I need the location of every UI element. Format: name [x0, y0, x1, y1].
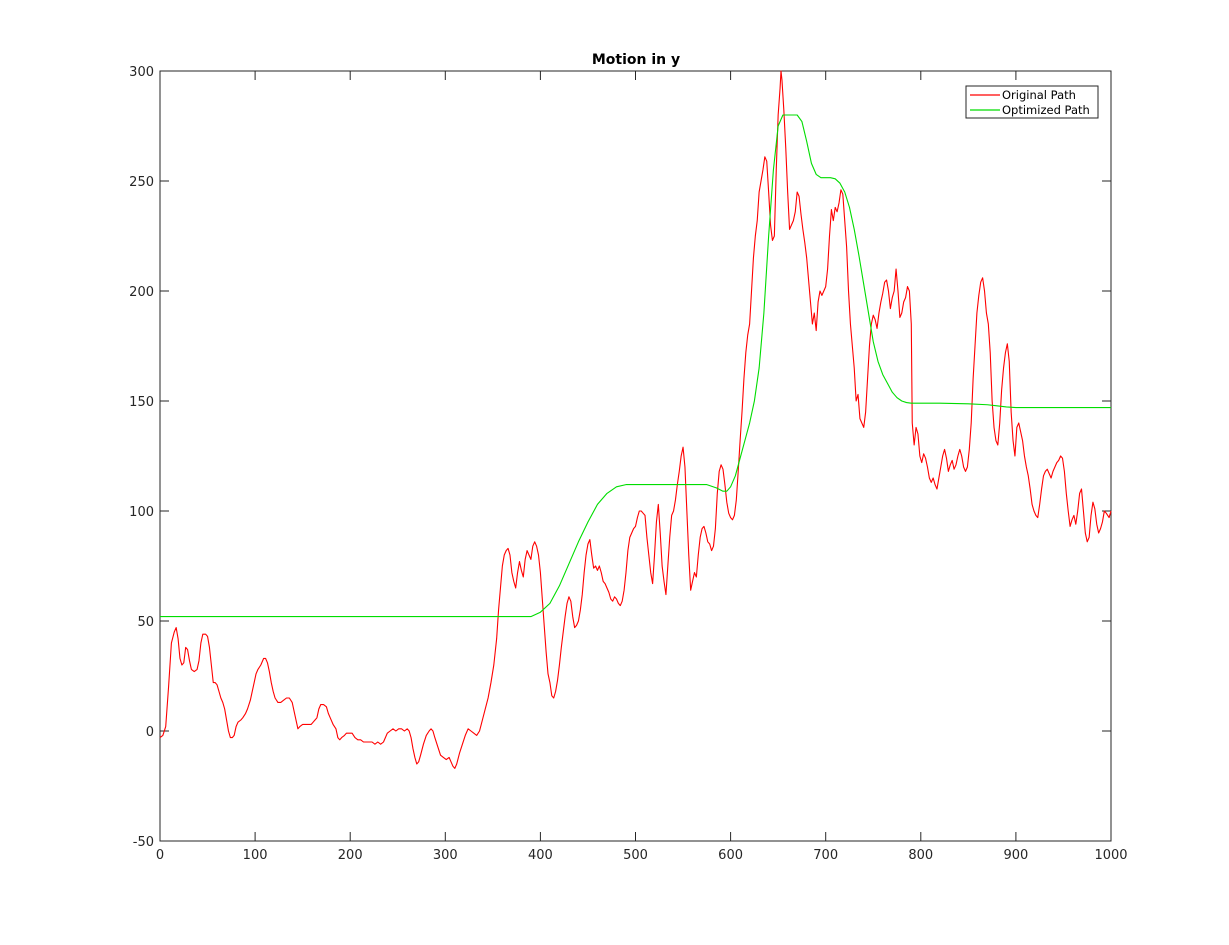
series-layer — [159, 70, 1112, 769]
x-tick-label: 900 — [1003, 848, 1028, 863]
x-tick-label: 600 — [718, 848, 743, 863]
x-tick-label: 300 — [433, 848, 458, 863]
x-tick-label: 800 — [908, 848, 933, 863]
y-tick-label: 300 — [129, 65, 154, 80]
chart-title: Motion in y — [592, 52, 680, 68]
legend-box — [965, 85, 1099, 119]
x-tick-label: 0 — [156, 848, 164, 863]
y-tick-label: 100 — [129, 505, 154, 520]
series-line-original-path — [159, 70, 1112, 769]
legend-label: Original Path — [1002, 88, 1076, 102]
y-tick-label: -50 — [133, 835, 154, 850]
legend-label: Optimized Path — [1002, 103, 1090, 117]
x-tick-label: 700 — [813, 848, 838, 863]
y-tick-label: 200 — [129, 285, 154, 300]
x-tick-label: 200 — [338, 848, 363, 863]
axis-ticks: 0 100 200 300 400 500 600 700 800 900 1000-5005010… — [129, 65, 1127, 863]
x-tick-label: 400 — [528, 848, 553, 863]
y-tick-label: 150 — [129, 395, 154, 410]
x-tick-label: 100 — [243, 848, 268, 863]
x-tick-label: 500 — [623, 848, 648, 863]
x-tick-label: 1000 — [1094, 848, 1127, 863]
y-tick-label: 50 — [137, 615, 154, 630]
y-tick-label: 0 — [146, 725, 154, 740]
y-tick-label: 250 — [129, 175, 154, 190]
series-line-optimized-path — [160, 114, 1111, 618]
